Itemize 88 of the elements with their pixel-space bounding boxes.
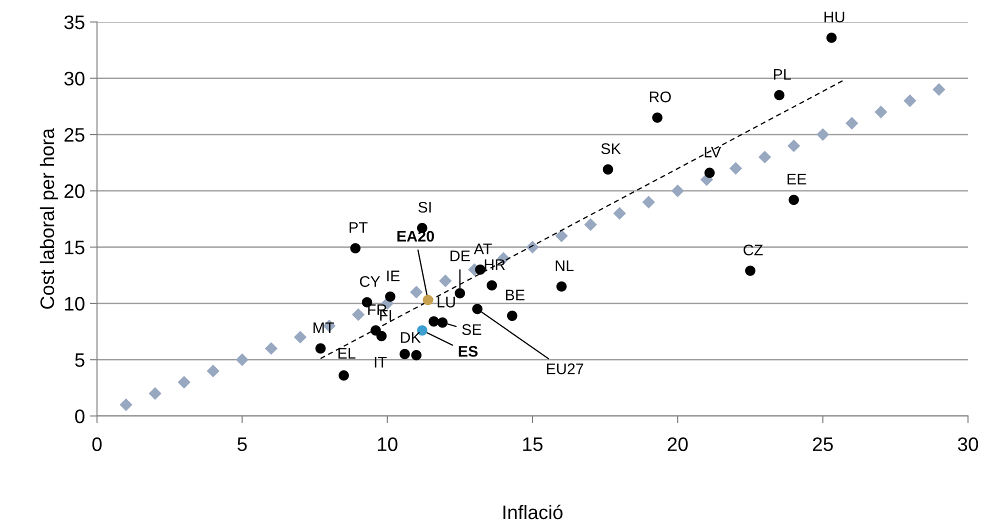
point bbox=[874, 106, 888, 118]
y-axis-title: Cost laboral per hora bbox=[40, 128, 58, 309]
point bbox=[904, 94, 916, 108]
x-axis-title: Inflació bbox=[503, 504, 562, 520]
point bbox=[350, 243, 361, 254]
point bbox=[428, 316, 439, 327]
point bbox=[816, 128, 830, 141]
annotation: AT bbox=[474, 244, 492, 254]
point bbox=[178, 376, 190, 389]
annotation: MT bbox=[314, 322, 334, 333]
point bbox=[439, 274, 452, 288]
point bbox=[352, 308, 365, 322]
point bbox=[454, 288, 466, 298]
point bbox=[826, 32, 837, 43]
annotation: DK bbox=[400, 332, 421, 343]
point bbox=[584, 218, 597, 231]
y-tick-label: 15 bbox=[65, 240, 84, 254]
point bbox=[758, 150, 772, 164]
point bbox=[642, 196, 655, 208]
y-tick-label: 35 bbox=[64, 15, 84, 30]
annotation: EU27 bbox=[546, 363, 584, 374]
point bbox=[745, 266, 756, 276]
annotation: ES bbox=[458, 346, 478, 357]
x-tick-label: 15 bbox=[523, 438, 542, 452]
point bbox=[671, 184, 684, 198]
x-tick-label: 20 bbox=[668, 437, 688, 452]
point bbox=[475, 264, 486, 275]
point bbox=[774, 90, 784, 100]
point bbox=[507, 310, 518, 321]
point bbox=[411, 350, 422, 360]
annotation: IT bbox=[374, 356, 387, 368]
y-tick-label: 20 bbox=[64, 184, 84, 198]
annotation: CY bbox=[360, 276, 380, 287]
point bbox=[148, 387, 162, 400]
point bbox=[422, 294, 434, 306]
annotation: SI bbox=[418, 202, 431, 213]
point bbox=[206, 364, 220, 378]
x-tick-label: 25 bbox=[813, 437, 833, 452]
point bbox=[652, 112, 662, 123]
annotation: HR bbox=[484, 259, 505, 270]
annotation: LV bbox=[704, 146, 722, 158]
annotation: SE bbox=[462, 324, 482, 335]
point bbox=[385, 292, 396, 302]
point bbox=[472, 304, 482, 314]
annotation: EE bbox=[788, 174, 806, 184]
point bbox=[264, 342, 278, 355]
point bbox=[788, 194, 799, 205]
annotation: LU bbox=[438, 296, 455, 308]
annotation: PL bbox=[774, 69, 791, 80]
y-tick-label: 0 bbox=[75, 409, 84, 424]
point bbox=[846, 116, 858, 130]
point bbox=[236, 353, 249, 366]
point bbox=[729, 162, 742, 175]
annotation: SK bbox=[601, 143, 621, 154]
x-tick-label: 0 bbox=[92, 437, 102, 452]
point bbox=[556, 281, 567, 292]
point bbox=[376, 330, 387, 342]
annotation: EL bbox=[338, 348, 356, 359]
point bbox=[294, 330, 307, 344]
point bbox=[120, 398, 132, 412]
point bbox=[315, 343, 326, 354]
annotation: PT bbox=[350, 222, 368, 233]
point bbox=[787, 139, 800, 152]
point bbox=[932, 83, 946, 96]
point bbox=[437, 317, 448, 328]
point bbox=[338, 370, 349, 381]
x-tick-label: 30 bbox=[958, 437, 978, 452]
point bbox=[410, 286, 423, 299]
annotation: HU bbox=[824, 12, 844, 22]
x-tick-label: 5 bbox=[238, 438, 247, 452]
point bbox=[486, 280, 498, 291]
point bbox=[400, 348, 410, 360]
annotation: CZ bbox=[744, 244, 763, 256]
point bbox=[602, 164, 614, 175]
annotation: RO bbox=[650, 92, 671, 102]
point bbox=[613, 206, 626, 220]
annotation: DE bbox=[450, 250, 470, 262]
x-tick-label: 10 bbox=[378, 437, 398, 452]
annotation: NL bbox=[556, 260, 574, 272]
y-tick-label: 30 bbox=[64, 72, 84, 86]
y-tick-label: 5 bbox=[75, 353, 84, 367]
point bbox=[555, 230, 568, 242]
annotation: IE bbox=[387, 270, 400, 282]
y-tick-label: 25 bbox=[64, 128, 84, 142]
annotation: BE bbox=[506, 290, 524, 300]
point bbox=[704, 168, 715, 178]
annotation: EA20 bbox=[397, 230, 434, 242]
y-tick-label: 10 bbox=[65, 296, 84, 311]
